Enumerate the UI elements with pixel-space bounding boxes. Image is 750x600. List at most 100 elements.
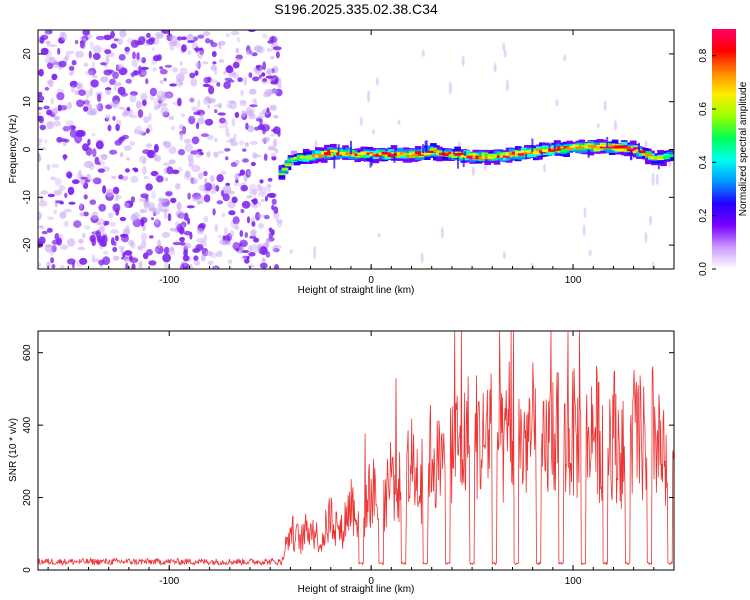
noise-blob	[112, 95, 120, 105]
noise-blob	[218, 102, 222, 109]
noise-blob	[271, 198, 277, 205]
noise-blob	[63, 208, 72, 213]
ridge-cell	[284, 163, 292, 167]
ridge-streak	[464, 151, 467, 156]
noise-blob	[194, 70, 199, 76]
noise-blob	[38, 68, 44, 77]
ridge-streak	[657, 160, 660, 170]
noise-blob	[247, 170, 252, 176]
noise-blob	[92, 148, 97, 158]
noise-blob	[54, 177, 62, 187]
noise-blob	[79, 202, 83, 210]
spectrogram-y-tick-label: 20	[22, 48, 33, 60]
noise-blob	[275, 51, 280, 59]
noise-blob	[223, 81, 231, 89]
noise-blob	[98, 225, 105, 234]
noise-blob	[251, 188, 257, 196]
noise-blob	[245, 106, 252, 115]
noise-blob	[87, 67, 97, 76]
noise-blob	[273, 248, 280, 253]
noise-blob	[89, 235, 96, 243]
noise-blob	[165, 141, 172, 148]
noise-blob	[239, 101, 247, 107]
faint-blob	[377, 233, 381, 238]
noise-blob	[190, 115, 195, 119]
noise-blob	[217, 112, 226, 116]
noise-blob	[39, 124, 46, 131]
noise-blob	[137, 130, 145, 136]
noise-blob	[273, 244, 282, 249]
noise-blob	[119, 152, 124, 158]
noise-blob	[148, 260, 157, 266]
noise-blob	[219, 239, 226, 245]
ridge-cell	[436, 150, 443, 154]
noise-blob	[158, 197, 164, 203]
snr-y-label: SNR (10 * v/v)	[8, 418, 19, 482]
noise-blob	[130, 242, 136, 249]
noise-blob	[153, 152, 159, 161]
ridge-cell	[514, 151, 522, 155]
noise-blob	[169, 83, 177, 87]
noise-blob	[241, 250, 250, 253]
noise-blob	[134, 128, 138, 134]
noise-blob	[113, 82, 122, 86]
noise-blob	[66, 50, 75, 55]
ridge-cell	[296, 157, 304, 161]
noise-blob	[71, 85, 75, 93]
noise-blob	[258, 124, 265, 131]
ridge-streak	[531, 138, 534, 152]
noise-blob	[229, 138, 236, 142]
noise-blob	[151, 217, 154, 221]
noise-blob	[39, 36, 45, 44]
faint-blob	[644, 231, 648, 243]
ridge-cell	[287, 158, 295, 162]
noise-blob	[84, 98, 90, 108]
noise-blob	[196, 200, 202, 205]
snr-ticks: -100 0 100 0 200 400 600	[22, 331, 675, 587]
colorbar: 0.0 0.2 0.4 0.6 0.8 Normalized spectral ampl…	[698, 29, 749, 276]
ridge-cell	[669, 154, 674, 157]
noise-blob	[82, 30, 90, 36]
snr-series-line	[38, 331, 674, 567]
noise-blob	[190, 78, 198, 87]
noise-blob	[168, 247, 176, 255]
noise-blob	[113, 103, 117, 107]
noise-blob	[142, 158, 146, 165]
noise-blob	[112, 186, 120, 194]
noise-blob	[51, 264, 56, 269]
ridge-cell	[502, 155, 510, 158]
ridge-cell	[554, 148, 561, 151]
noise-blob	[130, 72, 136, 77]
noise-blob	[223, 226, 228, 236]
noise-blob	[170, 197, 177, 204]
noise-blob	[251, 229, 257, 237]
noise-blob	[235, 247, 240, 252]
noise-blob	[236, 36, 241, 43]
noise-blob	[59, 264, 65, 269]
noise-blob	[210, 79, 219, 84]
ridge-streak	[369, 156, 372, 168]
noise-blob	[266, 47, 274, 52]
spectrogram-x-tick-label: 100	[565, 275, 582, 286]
noise-blob	[261, 80, 269, 85]
noise-blob	[64, 192, 68, 199]
noise-blob	[129, 114, 138, 119]
noise-blob	[259, 118, 263, 125]
noise-blob	[162, 253, 172, 263]
noise-blob	[95, 104, 100, 109]
noise-blob	[99, 154, 108, 158]
faint-blob	[583, 207, 587, 219]
noise-blob	[45, 30, 50, 37]
noise-blob	[270, 55, 275, 60]
noise-blob	[230, 30, 240, 36]
noise-blob	[118, 245, 126, 250]
noise-blob	[153, 104, 160, 111]
noise-blob	[218, 117, 226, 124]
noise-blob	[257, 191, 267, 197]
noise-blob	[189, 72, 196, 79]
noise-blob	[234, 173, 240, 181]
noise-blob	[149, 96, 155, 101]
noise-blob	[105, 55, 110, 65]
noise-blob	[277, 221, 283, 228]
ridge-streak	[638, 142, 640, 152]
